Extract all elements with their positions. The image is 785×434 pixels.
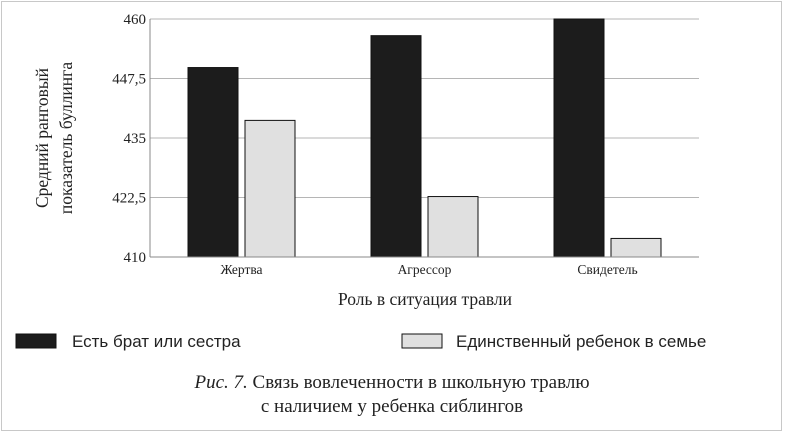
y-axis-title-line2: показатель буллинга <box>56 62 76 214</box>
bar-siblings <box>187 67 239 258</box>
legend: Есть брат или сестра Единственный ребено… <box>15 332 706 351</box>
legend-swatch-series-1 <box>15 333 57 349</box>
y-tick-label: 435 <box>124 131 147 147</box>
x-axis-title: Роль в ситуация травли <box>338 289 512 309</box>
figure-caption-prefix: Рис. 7. <box>193 372 247 393</box>
y-tick-label: 460 <box>124 12 147 28</box>
x-tick-label: Жертва <box>220 262 262 277</box>
legend-label-series-1: Есть брат или сестра <box>72 332 241 351</box>
y-tick-labels: 460 447,5 435 422,5 410 <box>112 12 146 266</box>
bar-only-child <box>610 237 662 258</box>
y-tick-label: 422,5 <box>112 191 146 207</box>
x-tick-label: Свидетель <box>577 262 637 277</box>
figure-caption-line2: с наличием у ребенка сиблингов <box>261 396 523 417</box>
gridlines <box>150 18 699 198</box>
legend-swatch-series-2 <box>401 333 443 349</box>
bar-siblings <box>553 18 605 258</box>
axes <box>149 19 699 258</box>
bar-only-child <box>244 119 296 258</box>
legend-label-series-2: Единственный ребенок в семье <box>456 332 706 351</box>
y-tick-label: 410 <box>124 250 147 266</box>
x-tick-labels: Жертва Агрессор Свидетель <box>220 262 637 277</box>
y-axis-title-line1: Средний ранговый <box>32 68 52 208</box>
y-tick-label: 447,5 <box>112 72 146 88</box>
figure-caption-line1: Рис. 7. Связь вовлеченности в школьную т… <box>193 372 589 393</box>
bar-siblings <box>370 35 422 258</box>
x-tick-label: Агрессор <box>398 262 452 277</box>
bars <box>187 18 662 258</box>
bar-only-child <box>427 196 479 258</box>
figure-caption-text1: Связь вовлеченности в школьную травлю <box>248 372 590 393</box>
